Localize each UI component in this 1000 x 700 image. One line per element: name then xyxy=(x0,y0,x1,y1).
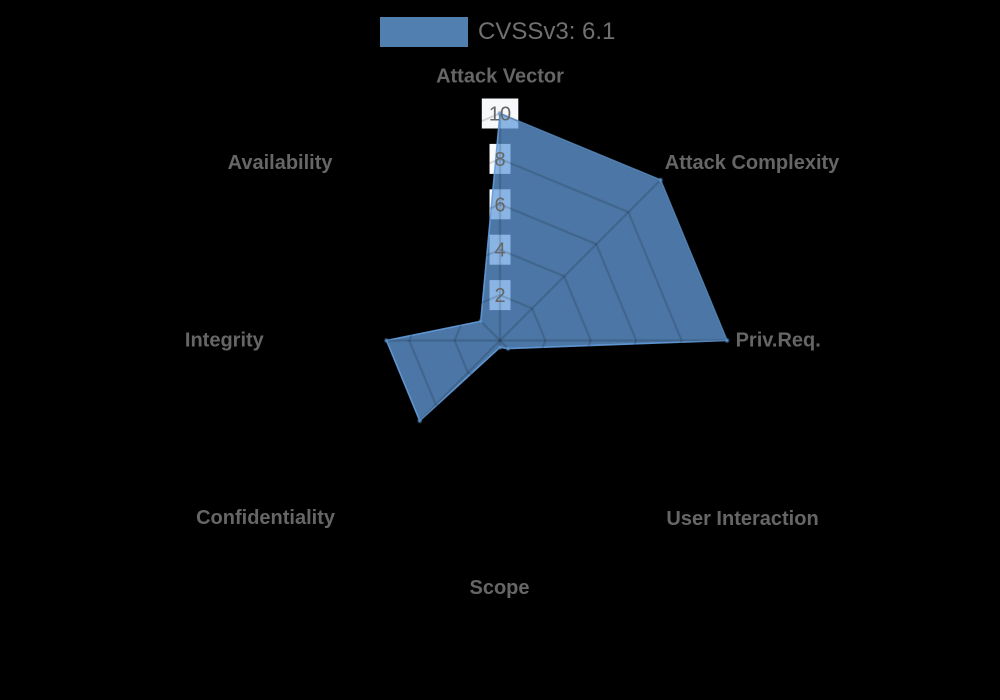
svg-text:4: 4 xyxy=(494,240,505,262)
svg-text:Attack Complexity: Attack Complexity xyxy=(665,152,840,174)
svg-text:8: 8 xyxy=(494,149,505,171)
svg-text:Attack Vector: Attack Vector xyxy=(436,65,564,87)
svg-text:6: 6 xyxy=(494,194,505,216)
svg-text:Confidentiality: Confidentiality xyxy=(196,507,336,529)
svg-text:10: 10 xyxy=(489,104,511,126)
svg-text:2: 2 xyxy=(494,285,505,307)
svg-text:Availability: Availability xyxy=(228,152,334,174)
svg-text:Priv.Req.: Priv.Req. xyxy=(736,329,821,351)
svg-text:User Interaction: User Interaction xyxy=(666,508,818,530)
svg-text:Scope: Scope xyxy=(469,577,529,599)
svg-text:Integrity: Integrity xyxy=(185,329,265,351)
